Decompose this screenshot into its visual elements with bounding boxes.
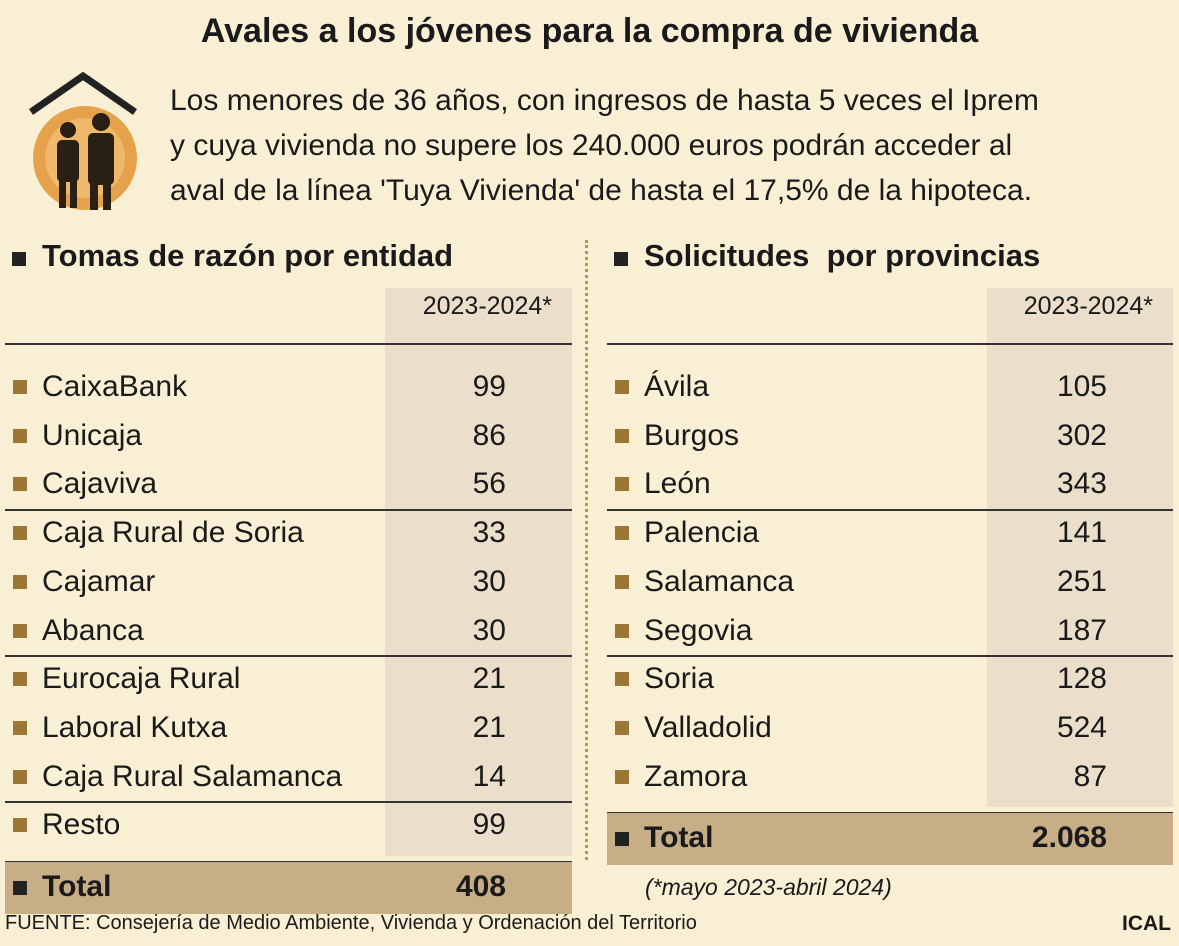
group-rule [607,509,1173,511]
row-marker [615,672,629,687]
row-value: 343 [1056,467,1107,501]
row-marker [13,769,27,784]
row-label: Unicaja [42,418,143,452]
total-label: Total [644,821,714,855]
source: FUENTE: Consejería de Medio Ambiente, Vi… [5,912,697,934]
row-marker [615,380,629,394]
row-marker [13,672,27,687]
row-marker [13,818,27,833]
row-label: León [644,467,711,501]
row-label: Caja Rural de Soria [42,516,304,550]
row-label: Laboral Kutxa [42,710,228,744]
group-rule [5,655,572,657]
row-label: Caja Rural Salamanca [42,759,343,793]
row-marker [615,574,629,589]
row-marker [13,380,27,394]
row-value: 21 [472,710,506,744]
row-value: 251 [1056,564,1107,598]
row-label: Ávila [644,370,710,403]
row-marker [13,623,27,638]
row-value: 87 [1073,759,1107,793]
row-value: 302 [1056,418,1107,452]
row-value: 141 [1056,516,1107,550]
row-marker [13,720,27,735]
row-label: Cajamar [42,564,156,598]
row-marker [13,428,27,443]
total-value: 2.068 [1031,821,1107,855]
row-label: CaixaBank [42,370,188,403]
section-heading: Solicitudes por provincias [644,238,1041,273]
group-rule [5,509,572,511]
row-marker [615,526,629,541]
total-label: Total [42,870,112,903]
total-marker [615,832,629,847]
total-value: 408 [455,870,506,903]
row-value: 524 [1056,710,1107,744]
credit: ICAL [1122,912,1171,935]
row-marker [615,623,629,638]
row-value: 86 [472,418,506,452]
title: Avales a los jóvenes para la compra de v… [200,12,979,50]
row-value: 99 [472,808,506,842]
row-label: Zamora [644,759,748,793]
icon [29,71,137,210]
row-label: Segovia [644,613,753,647]
row-label: Palencia [644,516,760,550]
intro-line: y cuya vivienda no supere los 240.000 eu… [170,129,1013,162]
row-value: 99 [472,370,506,403]
value-column [385,288,572,856]
row-marker [615,477,629,492]
value-column [987,288,1173,808]
row-label: Resto [42,808,121,842]
intro-line: aval de la línea 'Tuya Vivienda' de hast… [170,174,1033,207]
row-value: 128 [1056,662,1107,696]
row-label: Burgos [644,418,740,452]
row-label: Cajaviva [42,467,158,501]
row-label: Soria [644,662,715,696]
row-value: 30 [472,613,506,647]
column-header: 2023-2024* [1023,292,1153,320]
intro-line: Los menores de 36 años, con ingresos de … [170,84,1039,117]
row-value: 33 [472,516,506,550]
row-value: 56 [472,467,506,501]
row-marker [13,526,27,541]
row-label: Valladolid [644,710,772,744]
group-rule [607,655,1173,657]
total-marker [13,881,27,895]
row-value: 187 [1056,613,1107,647]
rule [5,343,572,345]
row-value: 14 [472,759,506,793]
heading-marker [12,252,26,266]
total-band [5,861,572,914]
rule [607,343,1173,345]
heading-marker [614,252,628,266]
total-band [607,812,1173,866]
row-label: Abanca [42,613,144,647]
group-rule [5,801,572,803]
row-marker [615,769,629,784]
row-marker [615,720,629,735]
note: (*mayo 2023-abril 2024) [645,874,892,901]
row-value: 21 [472,662,506,696]
row-value: 30 [472,564,506,598]
row-label: Salamanca [644,564,795,598]
divider [585,240,588,860]
row-marker [13,477,27,492]
row-value: 105 [1056,370,1107,403]
section-heading: Tomas de razón por entidad [42,238,454,273]
row-label: Eurocaja Rural [42,662,241,696]
row-marker [13,574,27,589]
row-marker [615,428,629,443]
column-header: 2023-2024* [422,292,552,320]
